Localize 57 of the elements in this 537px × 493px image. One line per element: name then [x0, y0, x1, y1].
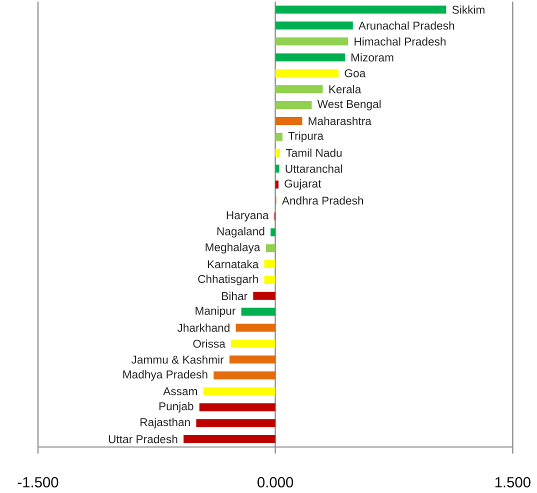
- bar: [266, 244, 276, 252]
- bar: [275, 69, 339, 78]
- bar: [275, 37, 348, 46]
- x-tick-label: -1.500: [18, 477, 58, 488]
- bar: [275, 132, 282, 141]
- bar: [236, 324, 276, 332]
- y-tick-label: Manipur: [196, 306, 236, 318]
- bar: [253, 292, 276, 300]
- y-tick-label: Assam: [163, 387, 197, 396]
- bar: [214, 371, 276, 380]
- bar: [203, 387, 276, 396]
- y-tick-label: Jharkhand: [177, 324, 230, 332]
- bar: [275, 116, 302, 125]
- bar: [264, 260, 276, 268]
- y-tick-label: Bihar: [222, 292, 248, 300]
- bar: [196, 419, 276, 428]
- bar: [275, 164, 280, 173]
- y-tick-label: Meghalaya: [206, 242, 260, 254]
- x-tick-label: 1.500: [495, 477, 530, 488]
- y-tick-label: Sikkim: [452, 5, 484, 14]
- bar: [275, 53, 345, 62]
- y-tick-label: Madhya Pradesh: [123, 370, 208, 381]
- y-tick-label: Nagaland: [217, 226, 264, 238]
- y-tick-label: Orissa: [193, 339, 226, 348]
- y-tick-label: Mizoram: [351, 53, 394, 62]
- y-tick-label: Tamil Nadu: [286, 148, 342, 157]
- bar: [184, 435, 276, 444]
- y-tick-label: Chhatisgarh: [198, 274, 258, 286]
- bar: [275, 148, 280, 157]
- y-tick-label: Haryana: [226, 211, 269, 222]
- y-tick-label: Punjab: [159, 402, 194, 412]
- y-tick-label: Tripura: [288, 132, 324, 142]
- y-tick-label: Himachal Pradesh: [354, 37, 446, 46]
- bar: [275, 6, 446, 14]
- bar: [231, 340, 276, 348]
- y-tick-label: Uttar Pradesh: [108, 434, 178, 444]
- y-tick-label: Gujarat: [284, 179, 322, 190]
- y-tick-label: Kerala: [329, 84, 362, 94]
- x-tick-label: 0.000: [258, 477, 294, 488]
- bar: [229, 356, 276, 364]
- y-tick-label: Andhra Pradesh: [282, 196, 364, 205]
- bar: [275, 22, 353, 30]
- bar: [241, 308, 276, 316]
- y-tick-label: West Bengal: [317, 100, 381, 110]
- bar: [264, 276, 276, 284]
- y-tick-label: Rajasthan: [140, 418, 190, 428]
- y-tick-label: Karnataka: [208, 260, 259, 268]
- y-tick-label: Maharashtra: [308, 116, 372, 126]
- y-tick-label: Uttaranchal: [286, 164, 342, 173]
- bar: [275, 180, 278, 189]
- bar: [270, 228, 276, 236]
- bar: [275, 85, 323, 94]
- bar: [275, 101, 312, 110]
- y-tick-label: Arunachal Pradesh: [358, 21, 454, 30]
- bar: [199, 403, 276, 412]
- y-tick-label: Goa: [344, 69, 366, 78]
- y-tick-label: Jammu & Kashmir: [131, 355, 224, 364]
